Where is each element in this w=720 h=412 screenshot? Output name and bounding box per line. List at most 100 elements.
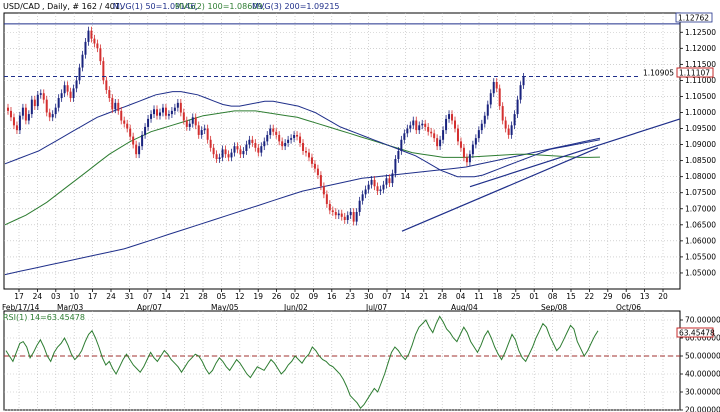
candle-body [439, 139, 442, 147]
candle-body [394, 159, 397, 174]
candle-body [504, 120, 507, 129]
level-price-box [641, 68, 677, 77]
main-pane [3, 12, 681, 290]
x-month-label: Aug/04 [451, 303, 478, 312]
candle-body [305, 151, 307, 153]
candle-body [7, 107, 9, 111]
y-tick-label: 1.12500 [685, 28, 716, 37]
candle-body [456, 128, 459, 142]
x-day-label: 17 [14, 292, 24, 301]
candle-body [221, 149, 224, 158]
candle-body [424, 123, 427, 127]
candle-body [513, 114, 516, 126]
candle-body [164, 107, 167, 116]
y-tick-label: 1.05000 [685, 268, 716, 277]
x-day-label: 25 [511, 292, 521, 301]
y-tick-label: 1.09500 [685, 124, 716, 133]
candle-body [147, 118, 150, 127]
candle-body [334, 211, 337, 216]
x-day-label: 28 [437, 292, 447, 301]
x-day-label: 07 [143, 292, 153, 301]
candle-body [322, 186, 325, 195]
y-tick-label: 1.06000 [685, 236, 716, 245]
candle-body [93, 38, 96, 44]
candle-body [218, 157, 221, 160]
candle-body [24, 107, 27, 121]
trendlines [401, 118, 681, 232]
candle-body [307, 152, 310, 158]
candle-body [495, 82, 498, 89]
candle-body [275, 131, 278, 135]
y-tick-label: 1.10000 [685, 108, 716, 117]
candle-body [224, 149, 227, 155]
candle-body [236, 146, 239, 150]
candle-body [39, 93, 42, 95]
header-mvg3: MVG(3) 200=1.09215 [252, 2, 340, 11]
candle-body [21, 107, 24, 116]
candle-body [69, 91, 72, 99]
candle-body [51, 114, 54, 118]
candle-body [349, 211, 352, 216]
rsi-tick-label: 20.00000 [685, 406, 720, 412]
candle-body [373, 179, 376, 187]
candle-body [346, 215, 349, 220]
trendline-long [469, 118, 681, 188]
x-day-label: 28 [198, 292, 208, 301]
candle-body [45, 99, 48, 113]
y-tick-label: 1.06500 [685, 220, 716, 229]
candle-body [483, 115, 486, 124]
x-day-label: 11 [474, 292, 484, 301]
y-tick-label: 1.07000 [685, 204, 716, 213]
candle-body [135, 144, 138, 155]
x-day-label: 03 [51, 292, 61, 301]
candle-body [33, 99, 36, 107]
candle-body [412, 120, 415, 126]
candle-body [427, 126, 430, 132]
candle-body [254, 142, 257, 148]
candle-body [364, 189, 367, 195]
x-day-label: 14 [161, 292, 171, 301]
candle-body [185, 120, 188, 127]
candle-body [108, 90, 111, 99]
mvg200-line [4, 137, 601, 276]
rsi-tick-label: 50.00000 [685, 352, 720, 361]
candle-body [215, 154, 218, 160]
y-tick-label: 1.07500 [685, 188, 716, 197]
header-mvg2: MVG(2) 100=1.08609, [175, 2, 265, 11]
current-price-box [676, 67, 714, 78]
x-day-label: 19 [253, 292, 263, 301]
candle-body [290, 138, 293, 140]
candle-body [129, 128, 132, 137]
x-day-label: 22 [585, 292, 595, 301]
candle-body [471, 144, 474, 155]
candle-body [15, 125, 18, 131]
x-day-label: 05 [217, 292, 227, 301]
candle-body [343, 216, 346, 220]
candle-body [18, 115, 21, 131]
x-day-label: 10 [69, 292, 79, 301]
level-price-label: 1.10905 [643, 69, 674, 78]
candle-body [385, 178, 388, 185]
x-day-label: 18 [493, 292, 503, 301]
candle-body [170, 110, 173, 115]
candle-body [319, 175, 322, 187]
candle-body [516, 99, 519, 115]
candle-body [144, 126, 147, 135]
candle-body [117, 102, 120, 111]
candle-body [474, 138, 477, 145]
x-day-label: 20 [658, 292, 668, 301]
candle-body [197, 125, 200, 135]
candle-body [36, 94, 39, 107]
candle-body [486, 104, 489, 116]
candle-body [477, 130, 480, 139]
y-tick-label: 1.10500 [685, 92, 716, 101]
candle-body [173, 107, 176, 111]
candle-body [376, 186, 379, 192]
x-day-label: 29 [603, 292, 613, 301]
candle-body [245, 144, 248, 151]
candle-body [406, 128, 409, 134]
candle-body [299, 136, 302, 143]
candle-body [27, 114, 30, 121]
candle-body [284, 142, 287, 147]
